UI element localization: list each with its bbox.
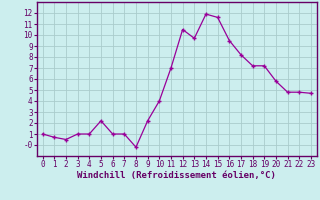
X-axis label: Windchill (Refroidissement éolien,°C): Windchill (Refroidissement éolien,°C)	[77, 171, 276, 180]
